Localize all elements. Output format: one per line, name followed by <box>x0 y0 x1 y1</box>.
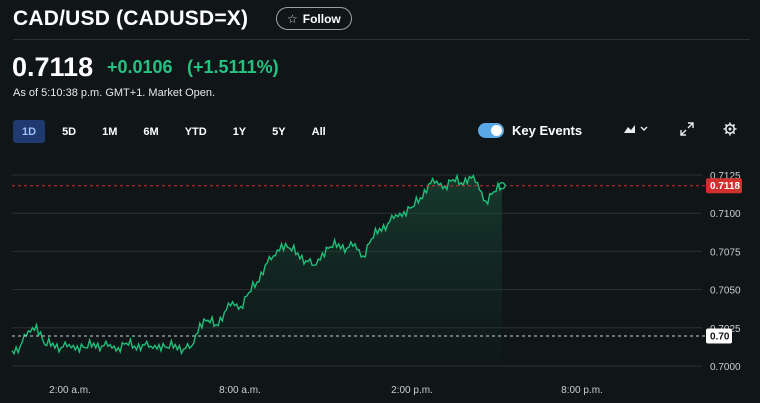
page-title: CAD/USD (CADUSD=X) <box>13 7 249 30</box>
range-1y[interactable]: 1Y <box>232 125 247 138</box>
y-tick-label: 0.7000 <box>710 362 741 373</box>
market-status: As of 5:10:38 p.m. GMT+1. Market Open. <box>13 87 216 99</box>
y-tick-label: 0.7125 <box>710 171 741 182</box>
gear-icon <box>723 122 737 136</box>
mountain-chart-icon <box>624 125 648 133</box>
price-change: +0.0106 <box>107 57 173 77</box>
range-5d[interactable]: 5D <box>62 125 77 138</box>
follow-label: Follow <box>302 11 341 26</box>
follow-button[interactable]: ☆ Follow <box>276 7 352 30</box>
key-events-toggle[interactable]: Key Events <box>478 123 582 138</box>
chart-type-button[interactable] <box>623 122 649 139</box>
range-5y[interactable]: 5Y <box>272 125 286 138</box>
y-tick-label: 0.7100 <box>710 209 741 220</box>
range-all[interactable]: All <box>311 125 326 138</box>
x-tick-label: 2:00 p.m. <box>391 385 433 396</box>
price-line <box>11 173 503 356</box>
range-1d[interactable]: 1D <box>13 120 46 143</box>
key-events-label: Key Events <box>512 123 583 138</box>
toggle-switch[interactable] <box>478 123 504 138</box>
current-price-tag <box>706 178 742 194</box>
price-area <box>12 175 502 366</box>
previous-close-tag-label: 0.70 <box>710 332 730 343</box>
y-tick-label: 0.7075 <box>710 247 741 258</box>
last-price-marker <box>498 181 506 190</box>
current-price-tag-label: 0.7118 <box>710 181 740 192</box>
divider <box>13 39 750 40</box>
range-selector: 1D 5D 1M 6M YTD 1Y 5Y All <box>13 120 343 143</box>
range-6m[interactable]: 6M <box>143 125 159 138</box>
current-price: 0.7118 <box>12 52 94 82</box>
range-1m[interactable]: 1M <box>102 125 118 138</box>
star-icon: ☆ <box>287 11 298 26</box>
range-ytd[interactable]: YTD <box>184 125 207 138</box>
x-tick-label: 8:00 a.m. <box>219 385 261 396</box>
x-tick-label: 8:00 p.m. <box>561 385 603 396</box>
price-change-percent: (+1.5111%) <box>187 57 279 77</box>
y-tick-label: 0.7050 <box>710 286 741 297</box>
expand-icon <box>680 122 694 136</box>
x-tick-label: 2:00 a.m. <box>49 385 91 396</box>
settings-button[interactable] <box>723 122 737 139</box>
previous-close-tag <box>706 328 732 344</box>
expand-button[interactable] <box>680 122 694 139</box>
